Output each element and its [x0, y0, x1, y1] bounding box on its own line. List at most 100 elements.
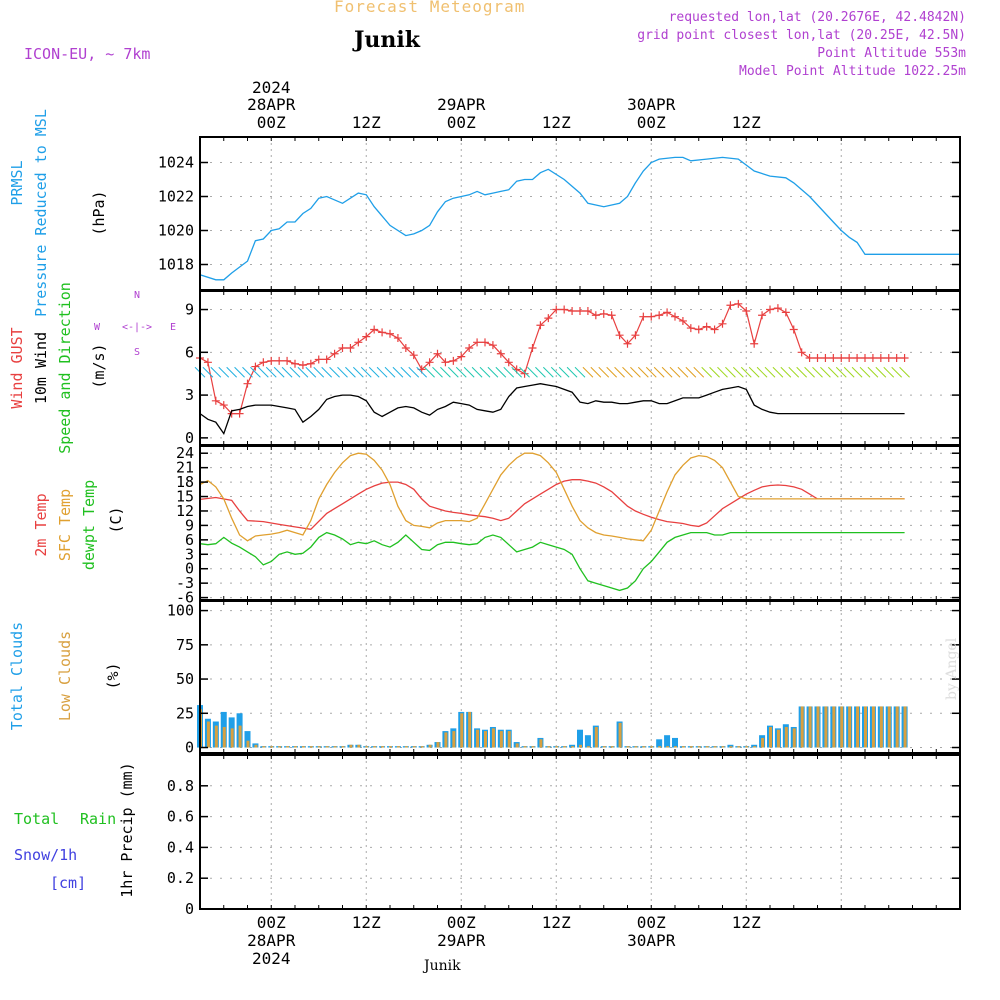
gust-marker: [568, 306, 577, 315]
wind-direction-arrow: [843, 366, 855, 378]
y-tick-label: 0.4: [167, 838, 194, 856]
low-cloud-bar: [270, 746, 274, 748]
low-cloud-bar: [871, 706, 875, 748]
wind-direction-arrow: [630, 366, 641, 378]
gust-marker: [678, 316, 687, 325]
gust-marker: [449, 356, 458, 365]
temp-sfc-label: SFC Temp: [56, 489, 74, 561]
gust-marker: [845, 354, 854, 363]
panel-frame: [199, 754, 961, 910]
gust-marker: [710, 325, 719, 334]
wind-direction-arrow: [392, 366, 404, 378]
wind-direction-arrow: [463, 366, 475, 378]
time-label-hour: 12Z: [352, 113, 381, 132]
low-cloud-bar: [396, 746, 400, 748]
low-cloud-bar: [840, 706, 844, 748]
low-cloud-bar: [697, 746, 701, 748]
low-cloud-bar: [824, 706, 828, 748]
wind-direction-arrow: [796, 366, 808, 378]
wind-direction-arrow: [345, 366, 356, 378]
time-label-hour: 00Z: [447, 913, 476, 932]
gust-marker: [631, 331, 640, 340]
gust-marker: [702, 322, 711, 331]
grid-layer: [200, 137, 960, 910]
gust-marker: [821, 354, 830, 363]
low-cloud-bar: [254, 744, 258, 748]
y-tick-label: 1018: [158, 256, 194, 274]
gust-marker: [259, 358, 268, 367]
low-cloud-bar: [286, 746, 290, 748]
y-tick-label: 0: [185, 429, 194, 447]
gust-marker: [203, 358, 212, 367]
wind-direction-arrow: [297, 366, 309, 378]
wind-direction-arrow: [883, 366, 895, 378]
wind-direction-arrow: [242, 366, 253, 378]
wind-direction-arrow: [717, 366, 728, 378]
low-cloud-bar: [626, 746, 630, 748]
low-cloud-bar: [484, 731, 487, 748]
wind-direction-arrow: [851, 366, 863, 378]
gust-marker: [370, 325, 379, 334]
gust-marker: [797, 348, 806, 357]
gust-marker: [393, 334, 402, 343]
gust-marker: [663, 308, 672, 317]
time-label-hour: 00Z: [257, 113, 286, 132]
gust-marker: [441, 358, 450, 367]
time-label-hour: 12Z: [542, 913, 571, 932]
wind-direction-arrow: [519, 366, 530, 378]
gust-marker: [433, 349, 442, 358]
low-cloud-bar: [586, 746, 590, 748]
low-cloud-bar: [294, 746, 297, 748]
gust-marker: [251, 362, 260, 371]
time-label-hour: 12Z: [732, 113, 761, 132]
wind-unit: (m/s): [90, 343, 108, 388]
gust-marker: [457, 352, 466, 361]
wind-direction-arrow: [503, 366, 515, 378]
wind-direction-arrow: [234, 366, 245, 378]
wind-direction-arrow: [598, 366, 610, 378]
wind-direction-arrow: [875, 366, 887, 378]
wind-direction-arrow: [606, 366, 618, 378]
low-cloud-bar: [579, 744, 582, 748]
wind-gust-label: Wind GUST: [8, 327, 26, 408]
gust-marker: [900, 354, 909, 363]
low-cloud-bar: [238, 725, 242, 748]
low-cloud-bar: [341, 746, 345, 748]
y-tick-label: 3: [185, 545, 194, 563]
wind-direction-arrow: [645, 366, 657, 378]
y-tick-label: 6: [185, 531, 194, 549]
wind-direction-arrow: [210, 366, 222, 378]
gust-marker: [211, 396, 220, 405]
low-cloud-bar: [887, 706, 891, 748]
gust-marker: [868, 354, 877, 363]
low-cloud-bar: [776, 729, 780, 748]
gust-marker: [552, 305, 561, 314]
y-tick-label: 1020: [158, 222, 194, 240]
gust-marker: [409, 351, 418, 360]
y-tick-label: 9: [185, 516, 194, 534]
total-cloud-bar: [584, 735, 591, 748]
total-cloud-bar: [244, 731, 251, 748]
precip-snow-unit: [cm]: [50, 874, 86, 892]
gust-marker: [219, 401, 228, 410]
wind-direction-arrow: [265, 366, 277, 378]
wind-direction-arrow: [899, 366, 910, 378]
wind-direction-arrow: [748, 366, 760, 378]
wind-direction-arrow: [432, 366, 443, 378]
gust-marker: [813, 354, 822, 363]
low-cloud-bar: [325, 746, 329, 748]
gust-marker: [742, 306, 751, 315]
time-label-hour: 00Z: [257, 913, 286, 932]
requested-coords: requested lon,lat (20.2676E, 42.4842N): [668, 10, 966, 25]
low-cloud-bar: [594, 726, 598, 748]
compass-north: N: [134, 290, 140, 301]
y-tick-label: 9: [185, 301, 194, 319]
low-cloud-bar: [262, 746, 266, 748]
gust-marker: [750, 339, 759, 348]
low-cloud-bar: [468, 711, 472, 748]
y-tick-label: -6: [176, 589, 194, 607]
gust-marker: [853, 354, 862, 363]
gust-marker: [789, 325, 798, 334]
gust-marker: [884, 354, 893, 363]
